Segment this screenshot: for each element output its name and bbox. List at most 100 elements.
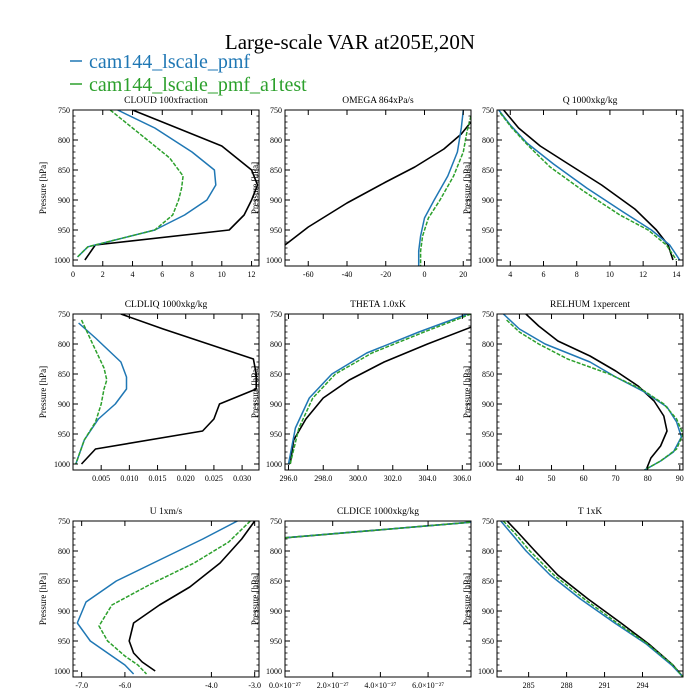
series-line-green [285,521,471,539]
y-tick-label: 750 [58,106,70,115]
y-tick-label: 950 [270,637,282,646]
x-tick-label: 6.0×10⁻²⁷ [412,681,444,690]
series-line-blue [502,314,683,470]
legend-label-0: cam144_lscale_pmf [89,51,250,73]
y-tick-label: 950 [482,226,494,235]
plot-frame [496,520,684,678]
panel-title: THETA 1.0xK [350,300,406,310]
y-tick-label: 950 [270,430,282,439]
series-line-green [76,110,184,258]
x-tick-label: -20 [380,270,391,279]
series-line-blue [417,110,465,266]
y-tick-label: 750 [58,310,70,319]
x-tick-label: -3.0 [248,681,261,690]
x-tick-label: 0.005 [92,474,110,483]
y-tick-label: 800 [58,340,70,349]
x-tick-label: 291 [599,681,611,690]
x-tick-label: -4.0 [205,681,218,690]
series-line-black [128,521,256,672]
series-line-black [80,314,258,465]
series-line-black [285,121,471,246]
x-tick-label: 302.0 [384,474,402,483]
series-line-green [75,319,108,465]
series-line-green [499,112,678,261]
y-tick-label: 1000 [54,256,70,265]
y-tick-label: 750 [482,517,494,526]
plot-frame [284,520,472,678]
x-tick-label: 8 [575,270,579,279]
y-tick-label: 1000 [266,667,282,676]
y-tick-label: 800 [482,136,494,145]
chart-panel-3: 750 800 850 900 950 1000 0.005 0.010 0.015 0.020 0… [38,300,260,483]
y-tick-label: 850 [270,577,282,586]
x-tick-label: -40 [342,270,353,279]
x-tick-label: 285 [523,681,535,690]
series-line-blue [76,110,217,258]
legend: cam144_lscale_pmf cam144_lscale_pmf_a1te… [70,51,307,96]
y-tick-label: 1000 [266,256,282,265]
x-tick-label: 0.015 [149,474,167,483]
y-tick-label: 900 [482,400,494,409]
x-tick-label: 90 [676,474,684,483]
x-tick-label: 70 [612,474,620,483]
plot-frame [72,520,260,678]
y-tick-label: 900 [482,196,494,205]
x-tick-label: 40 [515,474,523,483]
x-tick-label: 294 [637,681,649,690]
plot-frame [284,109,472,267]
y-tick-label: 950 [58,430,70,439]
x-tick-label: 2.0×10⁻²⁷ [317,681,349,690]
x-tick-label: 306.0 [453,474,471,483]
y-tick-label: 950 [482,637,494,646]
x-tick-label: 12 [248,270,256,279]
series-line-black [289,326,471,465]
y-tick-label: 950 [270,226,282,235]
y-tick-label: 850 [482,166,494,175]
x-tick-label: 4 [508,270,512,279]
y-tick-label: 1000 [478,667,494,676]
y-tick-label: 850 [270,370,282,379]
y-axis-label: Pressure [hPa] [38,162,48,214]
x-tick-label: -60 [303,270,314,279]
chart-panel-5: 750 800 850 900 950 1000 40 50 60 70 80 90 RELHUM 1x… [462,300,684,483]
y-axis-label: Pressure [hPa] [462,162,472,214]
y-tick-label: 1000 [478,460,494,469]
y-tick-label: 950 [58,637,70,646]
series-line-green [506,319,683,470]
y-axis-label: Pressure [hPa] [250,162,260,214]
x-tick-label: -6.0 [119,681,132,690]
y-tick-label: 750 [270,310,282,319]
x-tick-label: 0 [423,270,427,279]
series-line-green [98,521,251,675]
y-tick-label: 900 [270,400,282,409]
x-tick-label: 6 [542,270,546,279]
x-tick-label: 20 [459,270,467,279]
panel-title: OMEGA 864xPa/s [342,96,414,106]
y-tick-label: 800 [270,136,282,145]
x-tick-label: 0.010 [120,474,138,483]
series-line-blue [498,110,681,261]
y-tick-label: 950 [58,226,70,235]
y-tick-label: 800 [58,547,70,556]
y-tick-label: 900 [58,607,70,616]
plot-frame [496,313,684,471]
y-tick-label: 750 [482,310,494,319]
y-axis-label: Pressure [hPa] [250,366,260,418]
x-tick-label: 298.0 [314,474,332,483]
x-tick-label: 4.0×10⁻²⁷ [364,681,396,690]
y-tick-label: 900 [270,607,282,616]
series-line-black [502,110,674,261]
x-tick-label: 4 [131,270,135,279]
x-tick-label: 60 [580,474,588,483]
y-tick-label: 900 [58,196,70,205]
series-line-blue [287,314,468,465]
chart-panel-8: 750 800 850 900 950 1000 285 288 291 294 T 1xK Pres… [462,507,684,690]
y-tick-label: 800 [482,340,494,349]
y-axis-label: Pressure [hPa] [38,573,48,625]
y-tick-label: 1000 [54,460,70,469]
chart-panel-2: 750 800 850 900 950 1000 4 6 8 10 12 14 Q 1000xkg/kg… [462,96,684,279]
panel-title: U 1xm/s [150,507,183,517]
y-axis-label: Pressure [hPa] [462,573,472,625]
x-tick-label: 296.0 [279,474,297,483]
chart-panel-4: 750 800 850 900 950 1000 296.0 298.0 300.0 302.0 3… [250,300,472,483]
